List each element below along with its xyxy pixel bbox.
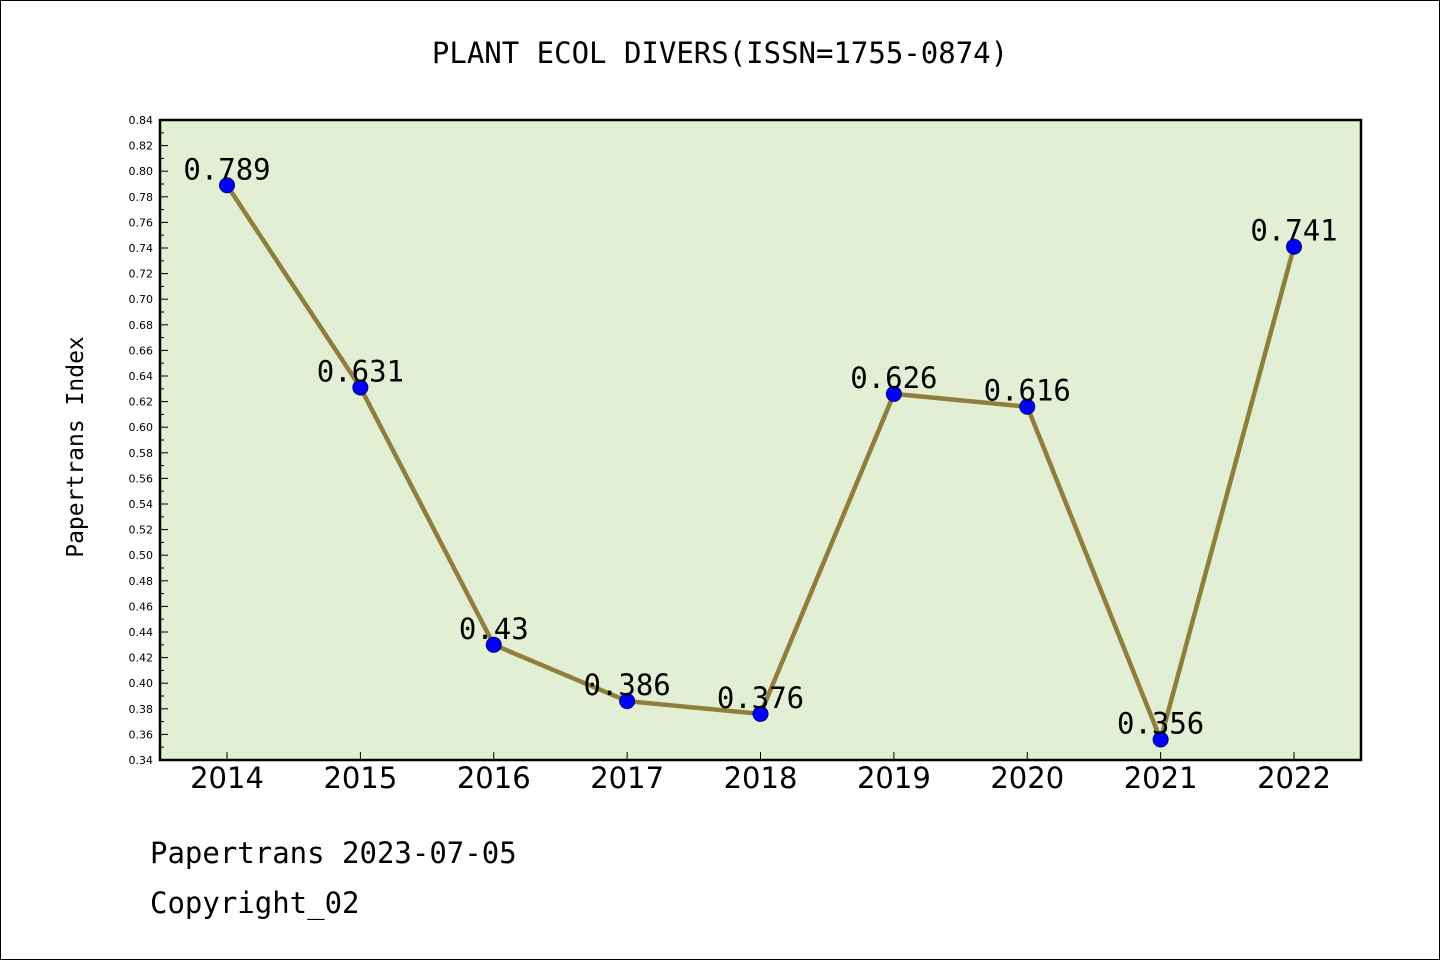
x-tick-label: 2014 bbox=[190, 761, 264, 795]
y-tick-label: 0.60 bbox=[129, 421, 154, 434]
y-tick-label: 0.56 bbox=[129, 472, 154, 485]
data-label: 0.631 bbox=[317, 355, 404, 389]
x-tick-label: 2017 bbox=[590, 761, 664, 795]
data-point bbox=[485, 636, 502, 653]
y-tick-label: 0.44 bbox=[129, 626, 154, 639]
y-tick-label: 0.62 bbox=[129, 396, 154, 409]
x-tick-label: 2019 bbox=[857, 761, 931, 795]
y-tick-label: 0.68 bbox=[129, 319, 154, 332]
y-tick-label: 0.82 bbox=[129, 140, 154, 153]
data-point bbox=[885, 385, 902, 402]
data-label: 0.376 bbox=[717, 681, 804, 715]
data-point bbox=[1019, 398, 1036, 415]
x-tick-label: 2020 bbox=[990, 761, 1064, 795]
data-point bbox=[619, 693, 636, 710]
x-tick-label: 2022 bbox=[1257, 761, 1331, 795]
data-point bbox=[352, 379, 369, 396]
y-tick-label: 0.34 bbox=[129, 754, 154, 767]
y-tick-label: 0.78 bbox=[129, 191, 154, 204]
data-label: 0.43 bbox=[459, 612, 529, 646]
data-point bbox=[219, 177, 235, 194]
y-tick-label: 0.66 bbox=[129, 344, 154, 357]
y-tick-label: 0.76 bbox=[129, 216, 154, 229]
y-tick-label: 0.38 bbox=[129, 703, 154, 716]
x-tick-label: 2018 bbox=[724, 761, 798, 795]
data-label: 0.386 bbox=[583, 668, 670, 702]
y-tick-label: 0.46 bbox=[129, 600, 154, 613]
data-label: 0.741 bbox=[1250, 214, 1337, 248]
data-label: 0.356 bbox=[1117, 707, 1204, 741]
y-tick-label: 0.42 bbox=[129, 652, 154, 665]
chart-title: PLANT ECOL DIVERS(ISSN=1755-0874) bbox=[431, 36, 1009, 70]
data-point bbox=[752, 705, 769, 722]
y-tick-label: 0.80 bbox=[129, 165, 154, 178]
x-tick-label: 2016 bbox=[457, 761, 531, 795]
y-tick-label: 0.72 bbox=[129, 268, 154, 281]
y-tick-label: 0.70 bbox=[129, 293, 154, 306]
y-tick-label: 0.64 bbox=[129, 370, 154, 383]
y-tick-label: 0.36 bbox=[129, 728, 154, 741]
data-label: 0.789 bbox=[183, 152, 270, 186]
y-tick-label: 0.74 bbox=[129, 242, 154, 255]
y-tick-label: 0.50 bbox=[129, 549, 154, 562]
y-tick-label: 0.84 bbox=[129, 114, 154, 127]
y-tick-label: 0.54 bbox=[129, 498, 154, 511]
data-point bbox=[1152, 731, 1169, 748]
x-tick-label: 2021 bbox=[1124, 761, 1198, 795]
footer-date: Papertrans 2023-07-05 bbox=[150, 836, 517, 870]
data-label: 0.616 bbox=[984, 374, 1071, 408]
y-tick-label: 0.58 bbox=[129, 447, 154, 460]
plot-area bbox=[158, 118, 1363, 762]
footer-copyright: Copyright_02 bbox=[150, 886, 360, 920]
x-tick-label: 2015 bbox=[323, 761, 397, 795]
data-point bbox=[1286, 238, 1302, 255]
data-label: 0.626 bbox=[850, 361, 937, 395]
y-tick-label: 0.48 bbox=[129, 575, 154, 588]
y-tick-label: 0.40 bbox=[129, 677, 154, 690]
y-tick-label: 0.52 bbox=[129, 524, 154, 537]
